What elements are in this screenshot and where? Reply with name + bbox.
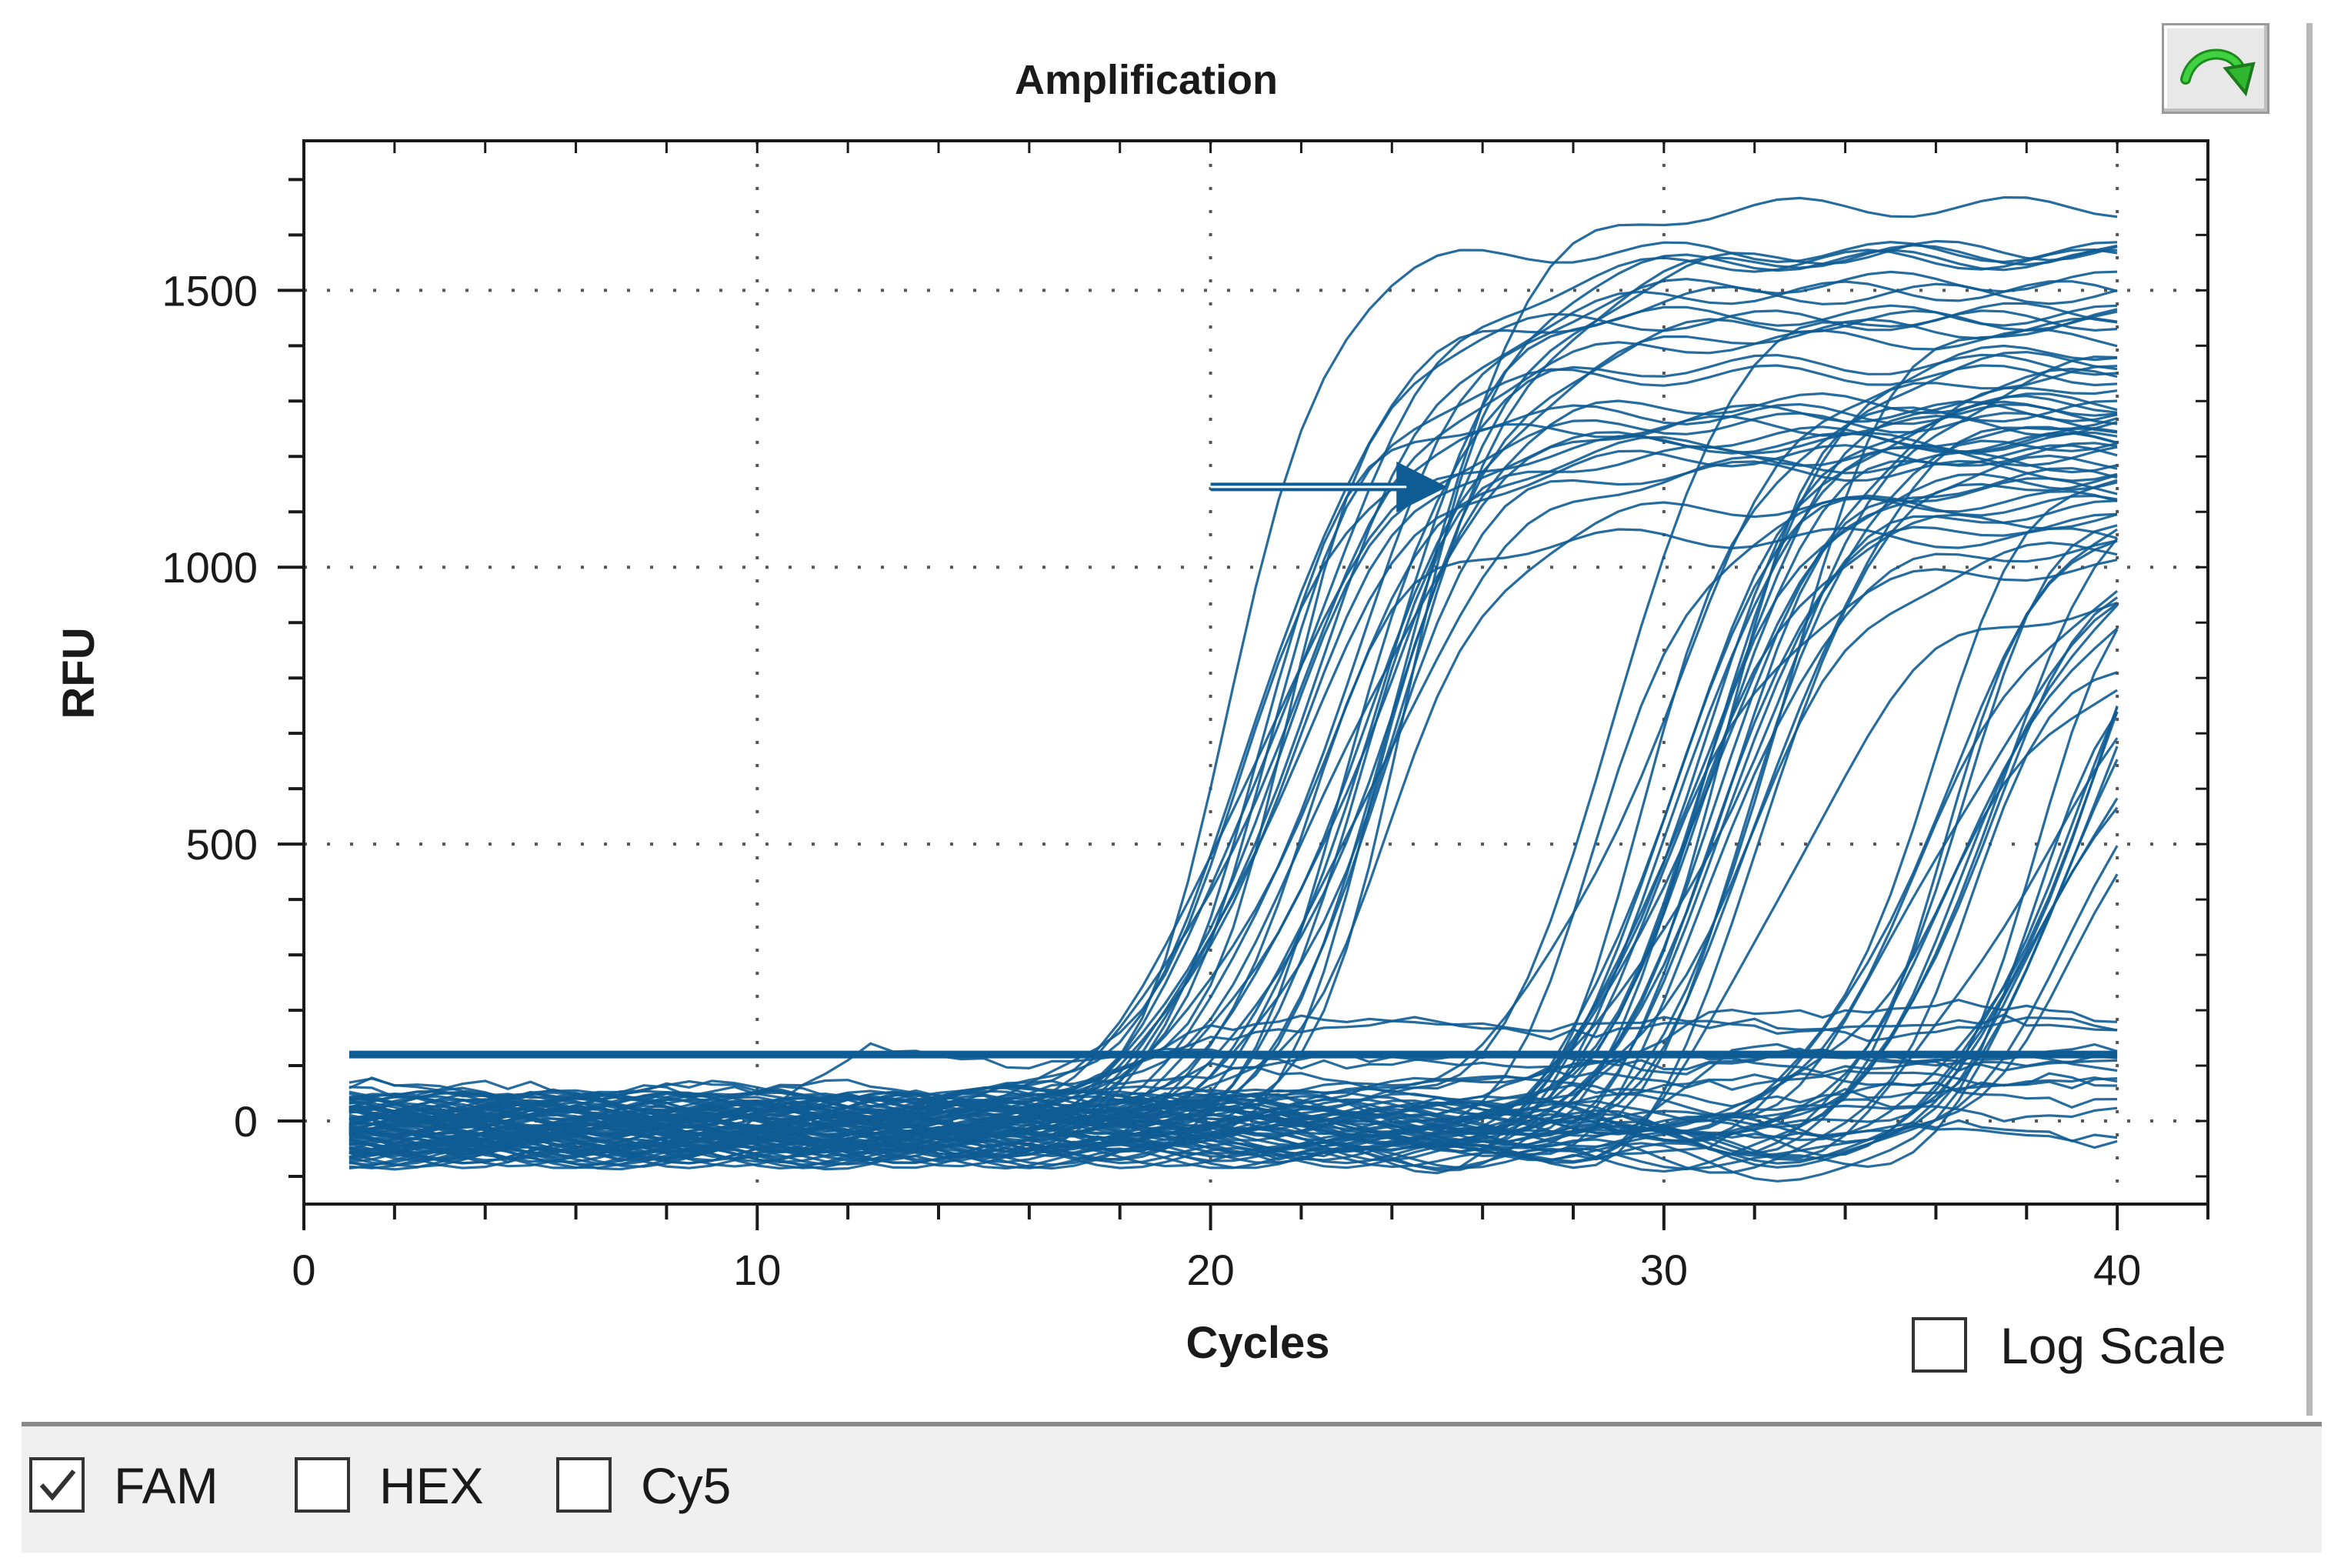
flat-curve bbox=[348, 1072, 2118, 1164]
amplification-chart: Amplification 0 10 20 30 40 0 500 1000 1500 Cycl… bbox=[54, 57, 2209, 1368]
cy5-checkbox[interactable] bbox=[556, 1457, 612, 1513]
chart-title: Amplification bbox=[1015, 57, 1278, 103]
panel-scroll-edge bbox=[2306, 23, 2313, 1416]
amplification-curves bbox=[348, 195, 2119, 1183]
checkmark-icon bbox=[39, 1470, 76, 1501]
fam-checkbox[interactable] bbox=[29, 1457, 85, 1513]
flat-curve bbox=[348, 1072, 2118, 1105]
y-tick-label: 1000 bbox=[162, 543, 258, 592]
amplification-curve-middle bbox=[348, 442, 2118, 1123]
amplification-curve-early bbox=[348, 248, 2118, 1160]
amplification-curve-early bbox=[348, 240, 2118, 1128]
channel-selector-bar: FAM HEX Cy5 bbox=[22, 1422, 2322, 1553]
amplification-curve-late bbox=[348, 706, 2119, 1157]
export-button[interactable] bbox=[2162, 23, 2269, 114]
amplification-curve-late bbox=[348, 589, 2119, 1131]
log-scale-label: Log Scale bbox=[2000, 1317, 2226, 1374]
amplification-curve-late bbox=[348, 746, 2119, 1171]
channel-cy5[interactable]: Cy5 bbox=[556, 1457, 787, 1519]
y-tick-label: 0 bbox=[234, 1097, 258, 1146]
amplification-chart-panel: Amplification 0 10 20 30 40 0 500 1000 1500 Cycl… bbox=[54, 23, 2313, 1416]
x-axis-label: Cycles bbox=[1186, 1318, 1329, 1368]
green-curved-arrow-icon bbox=[2180, 48, 2256, 97]
y-tick-label: 1500 bbox=[162, 266, 258, 315]
amplification-curve-late bbox=[348, 689, 2118, 1144]
amplification-curve-early bbox=[348, 329, 2118, 1136]
flat-curve bbox=[348, 1013, 2118, 1108]
y-tick-label: 500 bbox=[186, 820, 258, 869]
channel-fam[interactable]: FAM bbox=[29, 1457, 260, 1519]
hex-checkbox[interactable] bbox=[295, 1457, 350, 1513]
x-tick-label: 0 bbox=[292, 1246, 315, 1294]
log-scale-checkbox[interactable] bbox=[1912, 1317, 1967, 1373]
amplification-curve-late bbox=[348, 524, 2118, 1156]
channel-hex[interactable]: HEX bbox=[295, 1457, 525, 1519]
amplification-curve-middle bbox=[348, 399, 2118, 1151]
x-tick-label: 20 bbox=[1186, 1246, 1234, 1294]
x-tick-label: 40 bbox=[2093, 1246, 2141, 1294]
plot-frame bbox=[302, 139, 2209, 1206]
x-tick-label: 10 bbox=[733, 1246, 781, 1294]
x-tick-label: 30 bbox=[1640, 1246, 1688, 1294]
amplification-curve-middle bbox=[348, 477, 2118, 1153]
flat-curve bbox=[348, 1016, 2118, 1110]
log-scale-toggle[interactable]: Log Scale bbox=[1912, 1317, 2235, 1379]
amplification-curve-late bbox=[348, 596, 2119, 1156]
amplification-curve-late bbox=[348, 845, 2119, 1162]
y-axis-label: RFU bbox=[54, 627, 104, 719]
amplification-curve-early bbox=[348, 353, 2118, 1154]
amplification-curve-early bbox=[348, 414, 2118, 1118]
fam-label: FAM bbox=[114, 1457, 218, 1514]
amplification-curve-early bbox=[348, 432, 2118, 1123]
cy5-label: Cy5 bbox=[641, 1457, 732, 1514]
axis-tick-labels: 0 10 20 30 40 0 500 1000 1500 bbox=[162, 266, 2141, 1294]
amplification-curve-middle bbox=[348, 365, 2118, 1136]
axis-ticks bbox=[278, 141, 2209, 1230]
amplification-curve-middle bbox=[348, 400, 2118, 1175]
flat-curve bbox=[348, 1050, 2118, 1138]
hex-label: HEX bbox=[379, 1457, 484, 1514]
flat-curve bbox=[348, 1119, 2118, 1164]
flat-curve bbox=[348, 1081, 2118, 1110]
amplification-curve-late bbox=[348, 737, 2119, 1159]
